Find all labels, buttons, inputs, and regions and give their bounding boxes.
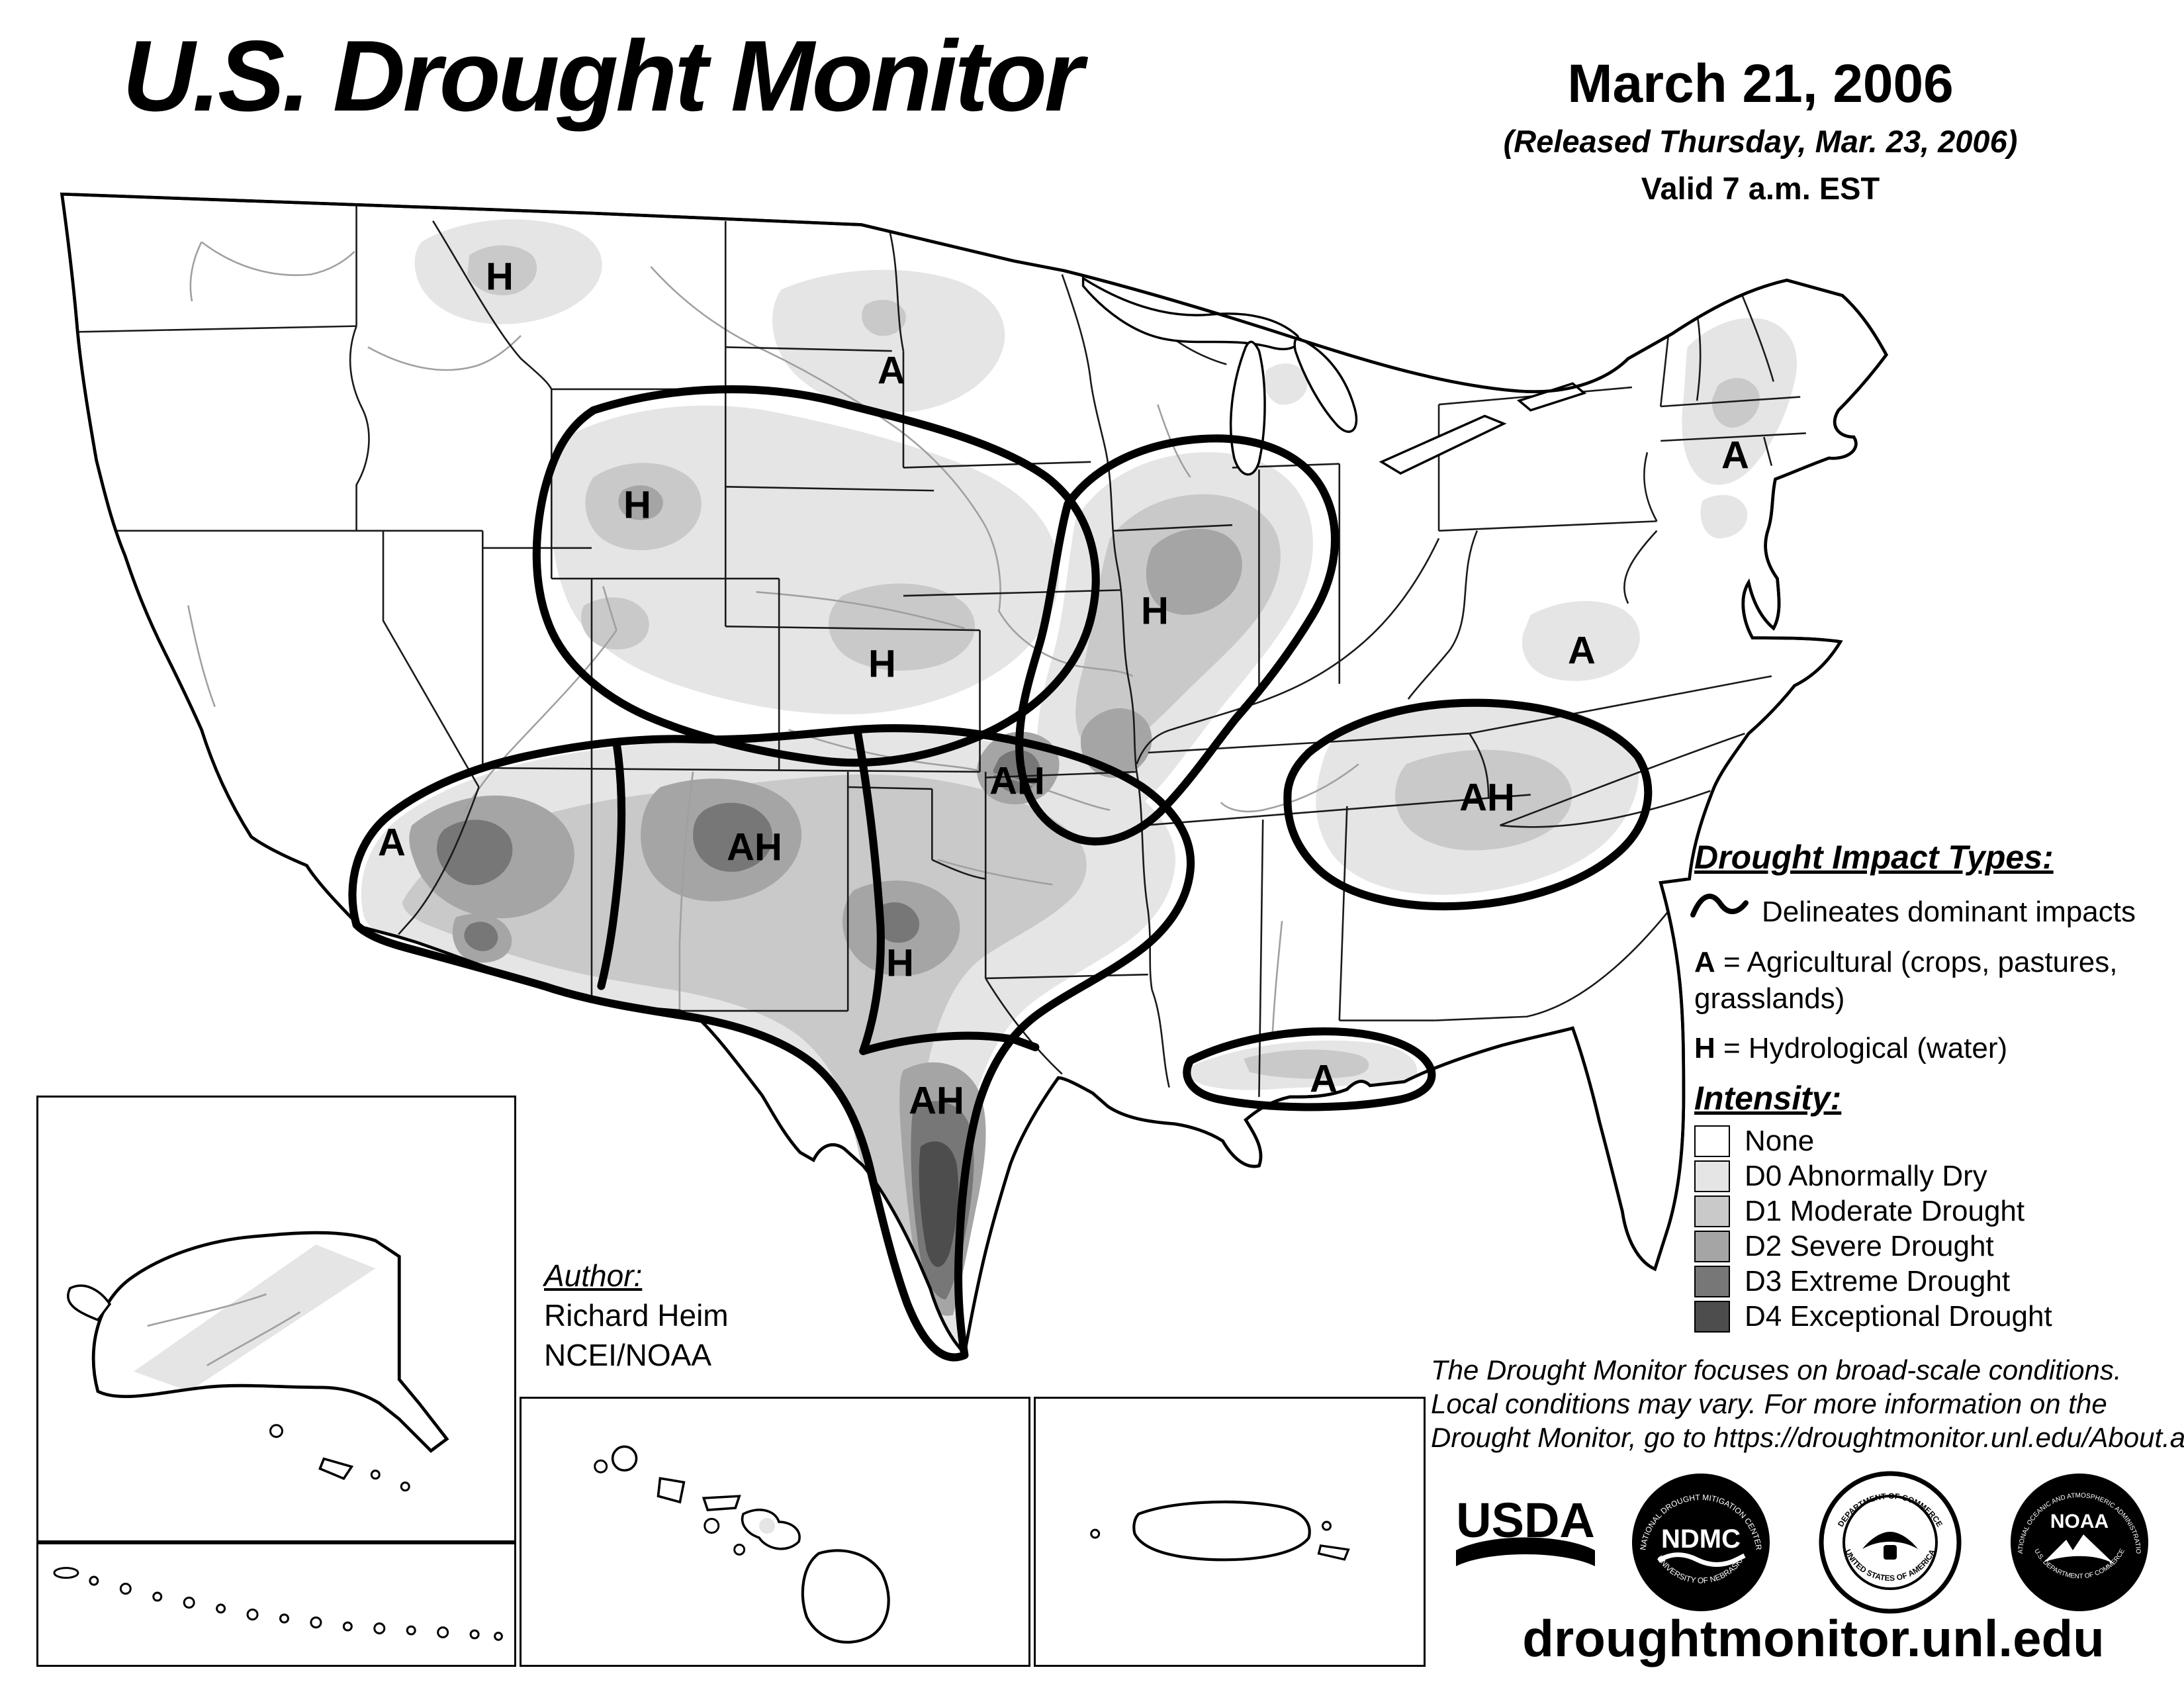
impact-code-a: A [1694,946,1715,978]
impact-curve-icon [1690,894,1749,917]
intensity-swatch-d4 [1694,1300,1730,1333]
noaa-seagull-icon [2044,1534,2115,1565]
intensity-row-none: None [1694,1123,1814,1159]
intensity-label-d2: D2 Severe Drought [1745,1230,1994,1262]
intensity-swatch-none [1694,1125,1730,1157]
map-label-new-mexico: AH [727,825,782,869]
hawaii-inset [520,1397,1030,1667]
impact-outlines [348,385,1653,1362]
disclaimer-line-3: Drought Monitor, go to https://droughtmo… [1431,1422,2184,1454]
ndmc-circle [1632,1474,1770,1611]
map-label-gulf-coast: A [1310,1057,1338,1101]
aleutians-map [53,1567,503,1641]
map-label-wyoming: H [623,483,651,527]
impact-outline-plains-h [532,385,1100,767]
intensity-row-d2: D2 Severe Drought [1694,1228,1994,1264]
intensity-row-d0: D0 Abnormally Dry [1694,1158,1987,1194]
intensity-row-d1: D1 Moderate Drought [1694,1193,2025,1229]
map-label-arizona: A [378,821,406,865]
impact-curve-label: Delineates dominant impacts [1762,896,2136,928]
impact-type-hydrological: H = Hydrological (water) [1694,1030,2151,1066]
map-label-texas: AH [909,1079,964,1123]
author-block: Author: Richard Heim NCEI/NOAA [544,1256,729,1375]
impact-desc-h: = Hydrological (water) [1723,1032,2008,1064]
doc-inner-ring [1843,1495,1938,1590]
disclaimer: The Drought Monitor focuses on broad-sca… [1431,1353,2184,1455]
impact-desc-a: = Agricultural (crops, pastures, grassla… [1694,946,2118,1015]
aleutians-inset [36,1542,516,1667]
alaska-map [67,1231,449,1492]
impact-outline-midwest [1015,434,1340,845]
intensity-swatch-d1 [1694,1195,1730,1227]
usda-swoosh-icon [1456,1537,1595,1566]
lake-huron [1293,337,1358,433]
date-block: March 21, 2006 (Released Thursday, Mar. … [1502,53,2019,207]
drought-shading [361,219,1797,1346]
intensity-swatch-d0 [1694,1160,1730,1192]
page-title: U.S. Drought Monitor [122,20,1083,132]
intensity-label-none: None [1745,1125,1815,1157]
ndmc-center-text: NDMC [1661,1524,1741,1554]
valid-time: Valid 7 a.m. EST [1641,171,1880,206]
map-label-oklahoma: H [886,941,914,985]
ndmc-logo: NATIONAL DROUGHT MITIGATION CENTER UNIVE… [1632,1474,1770,1611]
disclaimer-line-2: Local conditions may vary. For more info… [1431,1388,2107,1420]
alaska-inset [36,1096,516,1542]
intensity-label-d1: D1 Moderate Drought [1745,1195,2025,1227]
puerto-rico-inset [1034,1397,1426,1667]
doc-shield-icon [1884,1545,1897,1560]
intensity-label-d3: D3 Extreme Drought [1745,1265,2011,1297]
impact-type-agricultural: A = Agricultural (crops, pastures, grass… [1694,944,2151,1017]
us-map [60,192,1888,1362]
map-label-nebraska: H [868,642,896,686]
impact-code-h: H [1694,1032,1715,1064]
usda-logo: USDA [1456,1493,1595,1566]
intensity-label-d0: D0 Abnormally Dry [1745,1160,1987,1192]
map-label-wisconsin: H [1141,589,1169,633]
intensity-label-d4: D4 Exceptional Drought [1745,1300,2052,1333]
noaa-center-text: NOAA [2050,1511,2109,1532]
intensity-row-d3: D3 Extreme Drought [1694,1263,2010,1299]
impact-outline-gulf [1183,1027,1436,1111]
author-name: Richard Heim [544,1297,729,1333]
impact-divider-nm-ok [853,727,885,1055]
puerto-rico-map [1090,1500,1350,1562]
impact-divider-az [597,739,626,990]
author-heading: Author: [544,1258,643,1293]
intensity-row-d4: D4 Exceptional Drought [1694,1298,2052,1335]
released-date: (Released Thursday, Mar. 23, 2006) [1503,124,2018,159]
intensity-swatch-d3 [1694,1265,1730,1297]
map-date: March 21, 2006 [1567,54,1954,114]
doc-eagle-icon [1862,1532,1918,1549]
disclaimer-line-1: The Drought Monitor focuses on broad-sca… [1431,1354,2122,1385]
impact-outline-southwest [348,724,1195,1362]
intensity-heading: Intensity: [1694,1080,1842,1117]
map-label-southeast: AH [1459,776,1515,820]
footer-url[interactable]: droughtmonitor.unl.edu [1522,1609,2105,1667]
ndmc-wave-icon [1657,1552,1746,1567]
department-of-commerce-seal: DEPARTMENT OF COMMERCE UNITED STATES OF … [1819,1471,1962,1614]
impact-divider-tx [859,1031,1040,1055]
map-label-new-england: A [1721,434,1749,477]
map-label-montana: H [486,255,514,299]
hawaii-map [594,1445,890,1644]
map-label-virginia: A [1568,629,1596,673]
map-label-north-dakota: A [878,349,905,393]
map-label-missouri: AH [989,759,1045,803]
impact-outline-southeast [1283,698,1653,911]
noaa-logo: NATIONAL OCEANIC AND ATMOSPHERIC ADMINIS… [2008,1471,2148,1611]
impact-types-heading: Drought Impact Types: [1694,839,2054,876]
author-org: NCEI/NOAA [544,1337,712,1372]
intensity-swatch-d2 [1694,1230,1730,1262]
lake-erie [1379,414,1507,475]
